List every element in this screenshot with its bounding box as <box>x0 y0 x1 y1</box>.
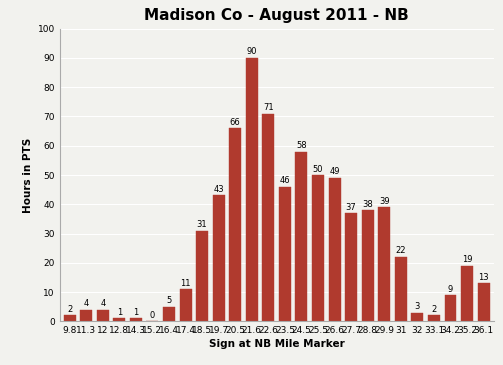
Bar <box>478 283 489 321</box>
Text: 31: 31 <box>197 220 207 229</box>
Bar <box>312 175 324 321</box>
Text: 4: 4 <box>100 299 105 308</box>
Bar <box>263 114 274 321</box>
Bar <box>97 310 109 321</box>
Text: 1: 1 <box>117 308 122 317</box>
Bar <box>80 310 92 321</box>
Bar <box>395 257 407 321</box>
Bar <box>461 266 473 321</box>
Bar <box>428 315 440 321</box>
Text: 11: 11 <box>180 279 191 288</box>
Text: 50: 50 <box>313 165 323 173</box>
Text: 19: 19 <box>462 255 472 264</box>
Text: 3: 3 <box>414 302 420 311</box>
Text: 58: 58 <box>296 141 307 150</box>
Bar <box>163 307 175 321</box>
Text: 90: 90 <box>246 47 257 57</box>
Bar <box>130 318 142 321</box>
Bar <box>64 315 75 321</box>
X-axis label: Sign at NB Mile Marker: Sign at NB Mile Marker <box>209 339 345 349</box>
Bar <box>378 207 390 321</box>
Bar <box>295 151 307 321</box>
Bar <box>196 231 208 321</box>
Bar <box>279 187 291 321</box>
Bar <box>229 128 241 321</box>
Text: 22: 22 <box>395 246 406 256</box>
Bar <box>445 295 456 321</box>
Text: 1: 1 <box>133 308 138 317</box>
Text: 46: 46 <box>280 176 290 185</box>
Text: 0: 0 <box>150 311 155 320</box>
Title: Madison Co - August 2011 - NB: Madison Co - August 2011 - NB <box>144 8 409 23</box>
Text: 37: 37 <box>346 203 357 212</box>
Bar <box>113 318 125 321</box>
Text: 9: 9 <box>448 285 453 293</box>
Text: 5: 5 <box>166 296 172 305</box>
Text: 43: 43 <box>213 185 224 194</box>
Bar <box>246 58 258 321</box>
Text: 39: 39 <box>379 197 389 206</box>
Text: 49: 49 <box>329 168 340 176</box>
Text: 4: 4 <box>83 299 89 308</box>
Text: 71: 71 <box>263 103 274 112</box>
Bar <box>411 312 424 321</box>
Bar <box>345 213 357 321</box>
Bar <box>213 196 225 321</box>
Bar <box>328 178 341 321</box>
Bar <box>180 289 192 321</box>
Bar <box>362 210 374 321</box>
Text: 38: 38 <box>362 200 373 209</box>
Y-axis label: Hours in PTS: Hours in PTS <box>24 137 33 213</box>
Text: 2: 2 <box>431 305 437 314</box>
Text: 13: 13 <box>478 273 489 282</box>
Text: 2: 2 <box>67 305 72 314</box>
Text: 66: 66 <box>230 118 240 127</box>
